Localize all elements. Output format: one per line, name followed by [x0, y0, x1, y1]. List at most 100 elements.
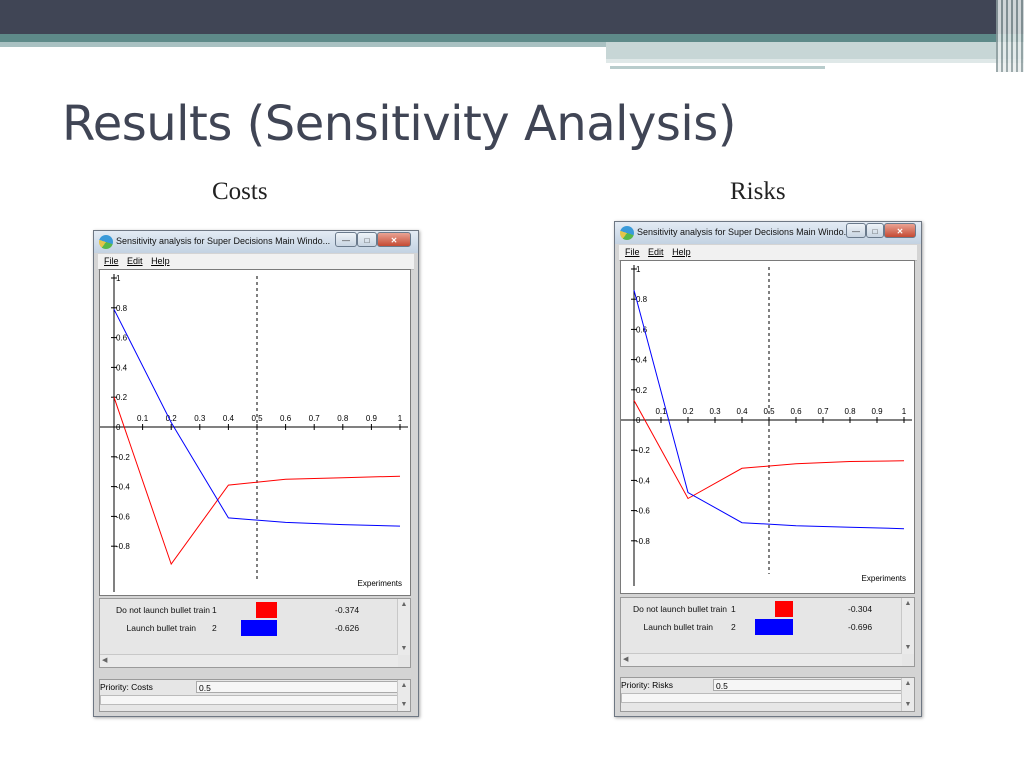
close-button[interactable]: ✕ — [884, 223, 916, 238]
scroll-up-icon[interactable]: ▲ — [400, 682, 408, 689]
y-tick-label: -0.2 — [636, 446, 650, 455]
y-tick-label: 0.2 — [636, 386, 648, 395]
y-tick-label: 0 — [636, 416, 641, 425]
result-value: -0.626 — [335, 623, 360, 633]
result-bar — [755, 619, 793, 635]
x-tick-label: 0.2 — [166, 414, 178, 423]
caption-costs: Costs — [212, 178, 268, 205]
alternative-name: Do not launch bullet train — [632, 604, 727, 614]
maximize-button[interactable]: □ — [357, 232, 377, 247]
alternative-name: Launch bullet train — [126, 623, 196, 633]
menu-bar: File Edit Help — [619, 245, 917, 261]
slide-accent-band-right-thin — [606, 59, 1024, 63]
x-tick-label: 0.7 — [309, 414, 321, 423]
results-vertical-scrollbar[interactable]: ▲ ▼ — [397, 599, 410, 655]
x-tick-label: 1 — [398, 414, 403, 423]
y-tick-label: 0 — [116, 423, 121, 432]
alternative-index: 2 — [731, 622, 736, 632]
window-titlebar[interactable]: Sensitivity analysis for Super Decisions… — [615, 222, 921, 244]
sensitivity-window-costs: Sensitivity analysis for Super Decisions… — [93, 230, 419, 717]
y-tick-label: -0.8 — [116, 542, 130, 551]
scroll-down-icon[interactable]: ▼ — [400, 645, 408, 652]
window-title: Sensitivity analysis for Super Decisions… — [637, 227, 852, 237]
x-tick-label: 0.4 — [223, 414, 235, 423]
menu-file[interactable]: File — [625, 247, 640, 257]
priority-bar: Priority: Costs 0.5 ▲ ▼ — [99, 679, 411, 712]
priority-value-field[interactable]: 0.5 — [713, 679, 903, 691]
menu-file[interactable]: File — [104, 256, 119, 266]
y-tick-label: 0.4 — [116, 363, 128, 372]
app-icon — [620, 226, 634, 240]
result-bar — [241, 620, 277, 636]
scroll-down-icon[interactable]: ▼ — [904, 701, 912, 708]
x-tick-label: 0.1 — [655, 407, 667, 416]
series-line — [113, 309, 401, 527]
y-tick-label: 0.4 — [636, 356, 648, 365]
scroll-down-icon[interactable]: ▼ — [400, 701, 408, 708]
x-tick-label: 0.5 — [251, 414, 263, 423]
results-horizontal-scrollbar[interactable]: ◀ — [621, 653, 902, 666]
scroll-left-icon[interactable]: ◀ — [102, 657, 108, 664]
x-tick-label: 1 — [902, 407, 907, 416]
close-button[interactable]: ✕ — [377, 232, 411, 247]
priority-value-field[interactable]: 0.5 — [196, 681, 400, 693]
result-row: Do not launch bullet train 1 -0.304 — [621, 600, 914, 618]
menu-help[interactable]: Help — [672, 247, 691, 257]
sensitivity-plot: 0.1 0.2 0.3 0.4 0.5 0.6 0.7 0.8 0.9 1 1 0.8 0.6 0.4 0.… — [99, 269, 411, 596]
result-row: Launch bullet train 2 -0.626 — [100, 619, 410, 637]
results-vertical-scrollbar[interactable]: ▲ ▼ — [901, 598, 914, 654]
priority-scrollbar[interactable]: ▲ ▼ — [901, 678, 914, 711]
alternative-name: Launch bullet train — [643, 622, 713, 632]
sensitivity-plot: 0.1 0.2 0.3 0.4 0.5 0.6 0.7 0.8 0.9 1 1 0.8 0.6 0.4 0.… — [620, 260, 915, 594]
sensitivity-chart-risks: 0.1 0.2 0.3 0.4 0.5 0.6 0.7 0.8 0.9 110.80.60.40.… — [621, 265, 912, 586]
slide-stripe-decoration — [996, 0, 1024, 72]
slide-accent-band-light — [0, 42, 606, 47]
slide-title: Results (Sensitivity Analysis) — [62, 96, 736, 152]
scroll-up-icon[interactable]: ▲ — [904, 600, 912, 607]
results-pane: Do not launch bullet train 1 -0.304 Laun… — [620, 597, 915, 667]
scroll-down-icon[interactable]: ▼ — [904, 644, 912, 651]
alternative-index: 1 — [731, 604, 736, 614]
x-tick-label: 0.1 — [137, 414, 149, 423]
alternative-name: Do not launch bullet train — [115, 605, 210, 615]
x-tick-label: 0.3 — [709, 407, 721, 416]
slide-accent-band-right — [606, 42, 1024, 59]
result-value: -0.304 — [848, 604, 873, 614]
maximize-button[interactable]: □ — [866, 223, 884, 238]
result-bar — [256, 602, 277, 618]
alternative-index: 1 — [212, 605, 217, 615]
x-axis-label: Experiments — [862, 574, 906, 583]
x-tick-label: 0.2 — [682, 407, 694, 416]
result-row: Launch bullet train 2 -0.696 — [621, 618, 914, 636]
x-axis-label: Experiments — [358, 579, 402, 588]
y-tick-label: -0.6 — [116, 512, 130, 521]
alternative-index: 2 — [212, 623, 217, 633]
y-tick-label: -0.4 — [636, 476, 650, 485]
x-tick-label: 0.8 — [337, 414, 349, 423]
series-line — [633, 289, 905, 530]
priority-extra-field — [100, 695, 400, 705]
x-tick-label: 0.9 — [871, 407, 883, 416]
menu-bar: File Edit Help — [98, 254, 414, 270]
y-tick-label: -0.4 — [116, 483, 130, 492]
window-title: Sensitivity analysis for Super Decisions… — [116, 236, 331, 246]
priority-scrollbar[interactable]: ▲ ▼ — [397, 680, 410, 711]
minimize-button[interactable]: — — [846, 223, 866, 238]
scroll-up-icon[interactable]: ▲ — [904, 680, 912, 687]
x-tick-label: 0.6 — [280, 414, 292, 423]
slide-accent-line — [610, 66, 825, 69]
minimize-button[interactable]: — — [335, 232, 357, 247]
slide-accent-band — [0, 34, 1024, 42]
y-tick-label: 0.2 — [116, 393, 128, 402]
window-titlebar[interactable]: Sensitivity analysis for Super Decisions… — [94, 231, 418, 253]
y-tick-label: 0.6 — [116, 334, 128, 343]
results-horizontal-scrollbar[interactable]: ◀ — [100, 654, 398, 667]
scroll-left-icon[interactable]: ◀ — [623, 656, 629, 663]
scroll-up-icon[interactable]: ▲ — [400, 601, 408, 608]
menu-help[interactable]: Help — [151, 256, 170, 266]
menu-edit[interactable]: Edit — [648, 247, 664, 257]
menu-edit[interactable]: Edit — [127, 256, 143, 266]
y-tick-label: 0.6 — [636, 325, 648, 334]
priority-label: Priority: Costs — [100, 682, 153, 692]
y-tick-label: 0.8 — [636, 295, 648, 304]
